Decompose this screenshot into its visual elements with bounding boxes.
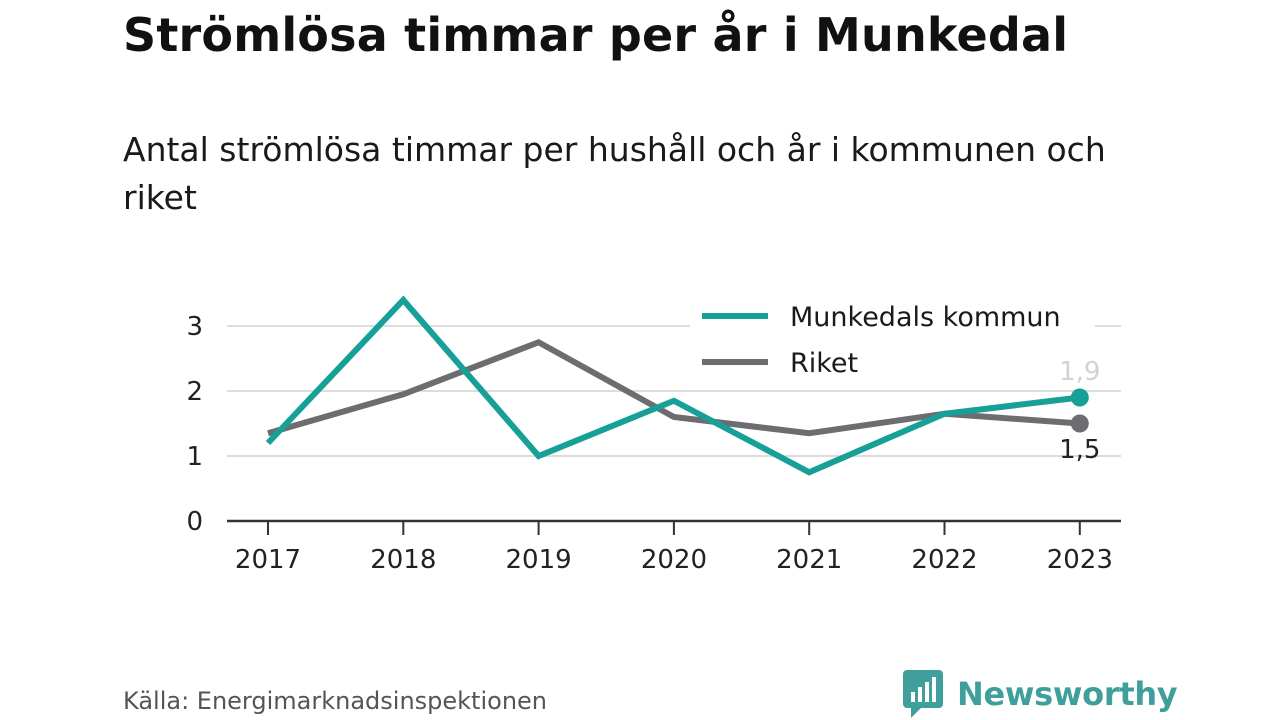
brand-logo: Newsworthy [903, 670, 1178, 718]
chart-subtitle: Antal strömlösa timmar per hushåll och å… [123, 130, 1106, 217]
end-marker-1 [1070, 414, 1089, 433]
x-tick-label-2021: 2021 [776, 545, 842, 575]
chart-title: Strömlösa timmar per år i Munkedal [123, 8, 1069, 62]
end-label-riket: 1,5 [1059, 435, 1100, 465]
legend-label-1: Riket [790, 348, 858, 379]
y-tick-label-3: 3 [186, 312, 203, 342]
axes: 0 1 2 3 2017 2018 2019 2020 2021 2022 2023 [186, 312, 1121, 575]
series-line-munkedal [265, 295, 1081, 476]
x-tick-label-2022: 2022 [911, 545, 977, 575]
x-tick-label-2017: 2017 [235, 545, 301, 575]
legend: Munkedals kommun Riket [690, 290, 1095, 390]
source-note: Källa: Energimarknadsinspektionen [123, 687, 548, 715]
chart-bubble-icon [903, 670, 943, 718]
legend-background [690, 290, 1095, 390]
legend-label-0: Munkedals kommun [790, 302, 1061, 333]
end-marker-0 [1070, 388, 1089, 407]
x-tick-label-2020: 2020 [641, 545, 707, 575]
y-tick-label-0: 0 [186, 507, 203, 537]
series-lines [265, 295, 1081, 476]
y-tick-label-1: 1 [186, 442, 203, 472]
x-tick-label-2023: 2023 [1047, 545, 1113, 575]
end-labels: 1,9 1,5 [1059, 357, 1100, 465]
x-tick-label-2018: 2018 [370, 545, 436, 575]
brand-name: Newsworthy [957, 675, 1178, 713]
y-tick-label-2: 2 [186, 377, 203, 407]
x-tick-label-2019: 2019 [506, 545, 572, 575]
end-label-munkedal: 1,9 [1059, 357, 1100, 387]
